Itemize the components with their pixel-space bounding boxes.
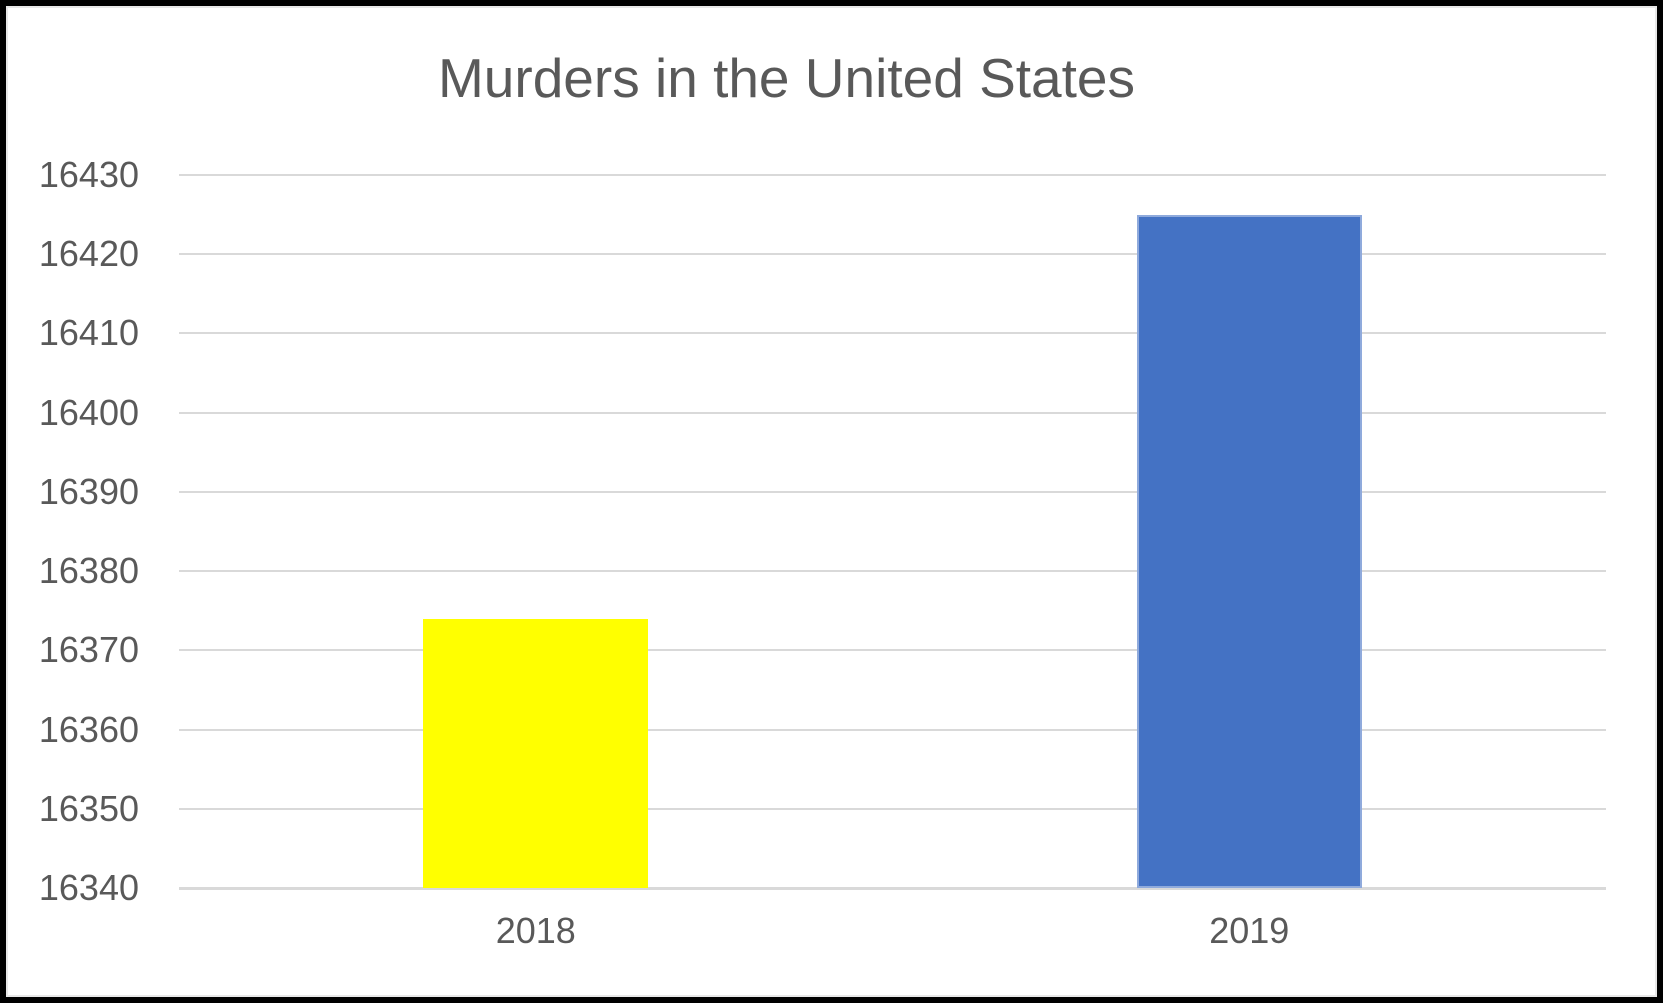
y-tick-label-16400: 16400 (38, 391, 139, 433)
y-tick-label-16360: 16360 (38, 708, 139, 750)
x-tick-label-2018: 2018 (495, 910, 576, 951)
plot-area (179, 174, 1606, 890)
x-tick-label-2019: 2019 (1209, 910, 1290, 951)
bar-2019 (1136, 214, 1362, 888)
gridline-16370 (179, 649, 1606, 652)
bar-2018 (423, 618, 649, 888)
y-tick-label-16350: 16350 (38, 787, 139, 829)
chart-surface: Murders in the United States 16430 16420 1… (6, 6, 1657, 997)
y-tick-label-16340: 16340 (38, 867, 139, 908)
gridline-16390 (179, 490, 1606, 493)
y-tick-label-16430: 16430 (38, 154, 139, 195)
gridline-16430 (179, 174, 1606, 176)
y-axis: 16430 16420 16410 16400 16390 16380 16370 16360… (26, 157, 139, 906)
gridline-16420 (179, 253, 1606, 256)
y-tick-label-16370: 16370 (38, 629, 139, 671)
gridline-16360 (179, 728, 1606, 731)
gridline-16400 (179, 411, 1606, 414)
y-tick-label-16390: 16390 (38, 470, 139, 512)
gridline-16350 (179, 807, 1606, 810)
gridline-16340 (179, 887, 1606, 890)
gridline-16410 (179, 332, 1606, 335)
chart-title: Murders in the United States (437, 47, 1135, 109)
y-tick-label-16380: 16380 (38, 550, 139, 592)
gridline-16380 (179, 570, 1606, 573)
x-axis: 2018 2019 (179, 910, 1606, 960)
y-tick-label-16420: 16420 (38, 233, 139, 275)
y-tick-label-16410: 16410 (38, 312, 139, 354)
